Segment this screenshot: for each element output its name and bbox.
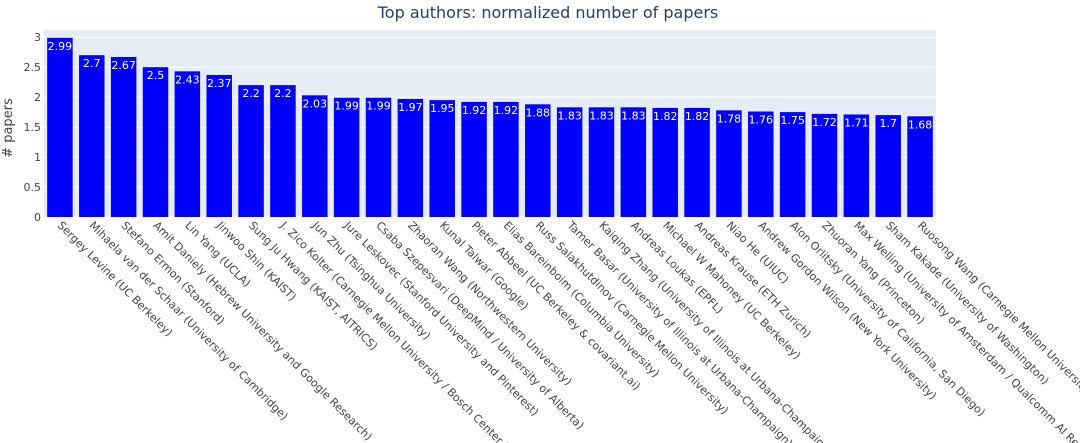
bar-value-label: 2.2 (274, 87, 292, 100)
x-tick-label: Csaba Szepesvari (DeepMind / University … (373, 219, 586, 432)
bar-value-label: 2.5 (147, 69, 165, 82)
bar (333, 97, 360, 217)
y-tick-label: 2.5 (24, 61, 42, 74)
bar (174, 71, 201, 217)
bar-value-label: 1.7 (879, 117, 897, 130)
y-tick-label: 1.5 (24, 121, 42, 134)
bar (525, 104, 551, 217)
bar (684, 107, 710, 217)
bar-value-label: 2.7 (83, 57, 101, 70)
chart-title: Top authors: normalized number of papers (377, 3, 719, 22)
y-tick-label: 3 (34, 31, 41, 44)
bar (302, 95, 328, 217)
y-tick-label: 0 (34, 211, 41, 224)
bar-value-label: 1.99 (366, 100, 391, 113)
bar-value-label: 1.83 (621, 109, 646, 122)
bar-value-label: 1.95 (430, 102, 455, 115)
bar-value-label: 2.03 (303, 97, 328, 110)
bar (748, 111, 774, 217)
bar-value-label: 1.78 (717, 112, 742, 125)
bar (397, 98, 424, 217)
bar-value-label: 1.99 (334, 100, 359, 113)
bar (875, 115, 901, 217)
bar-value-label: 2.43 (175, 73, 200, 86)
bar (270, 85, 296, 218)
x-tick-label: Max Welling (University of Amsterdam / Q… (851, 219, 1080, 443)
bar (238, 85, 264, 218)
bar (811, 113, 838, 217)
bar-value-label: 2.99 (48, 40, 73, 53)
y-tick-label: 2 (34, 91, 41, 104)
bar-value-label: 1.76 (749, 114, 774, 127)
x-axis-ticks: Sergey Levine (UC Berkeley)Mihaela van d… (55, 218, 1080, 443)
bar-value-label: 1.92 (494, 104, 519, 117)
bar (716, 110, 742, 217)
bar-value-label: 1.83 (589, 109, 614, 122)
bar-value-label: 1.82 (653, 110, 678, 123)
bar (843, 114, 870, 217)
bar-value-label: 1.83 (557, 109, 582, 122)
y-axis-ticks: 0 0.5 1 1.5 2 2.5 3 (24, 31, 42, 224)
bar (47, 37, 73, 217)
bar-value-label: 1.71 (844, 117, 869, 130)
bar (429, 100, 455, 217)
bar (779, 112, 806, 217)
bar (588, 107, 615, 217)
bar (556, 107, 583, 217)
bar (907, 116, 933, 217)
y-axis-label: # papers (1, 98, 16, 158)
bar (142, 67, 169, 218)
bar-value-label: 1.72 (812, 116, 837, 129)
bar-value-labels: 2.99 2.7 2.67 2.5 2.43 2.37 2.2 2.2 2.03 1.99 1.99… (48, 40, 933, 132)
bar (652, 107, 678, 217)
bar (461, 101, 487, 217)
bar-value-label: 1.75 (780, 114, 805, 127)
bar-value-label: 2.2 (242, 87, 260, 100)
bar-value-label: 1.97 (398, 101, 423, 114)
bar (620, 107, 647, 217)
bar (493, 101, 519, 217)
bar (110, 56, 137, 217)
bar-value-label: 1.92 (462, 104, 487, 117)
bar-value-label: 1.88 (526, 106, 551, 119)
bar (365, 97, 392, 217)
bar-value-label: 1.68 (908, 118, 933, 131)
bar-value-label: 1.82 (685, 110, 710, 123)
y-tick-label: 1 (34, 151, 41, 164)
bar (206, 74, 232, 217)
bar (79, 55, 105, 217)
bar-value-label: 2.67 (111, 59, 136, 72)
y-tick-label: 0.5 (24, 181, 42, 194)
bars (47, 37, 933, 218)
bar-value-label: 2.37 (207, 77, 232, 90)
